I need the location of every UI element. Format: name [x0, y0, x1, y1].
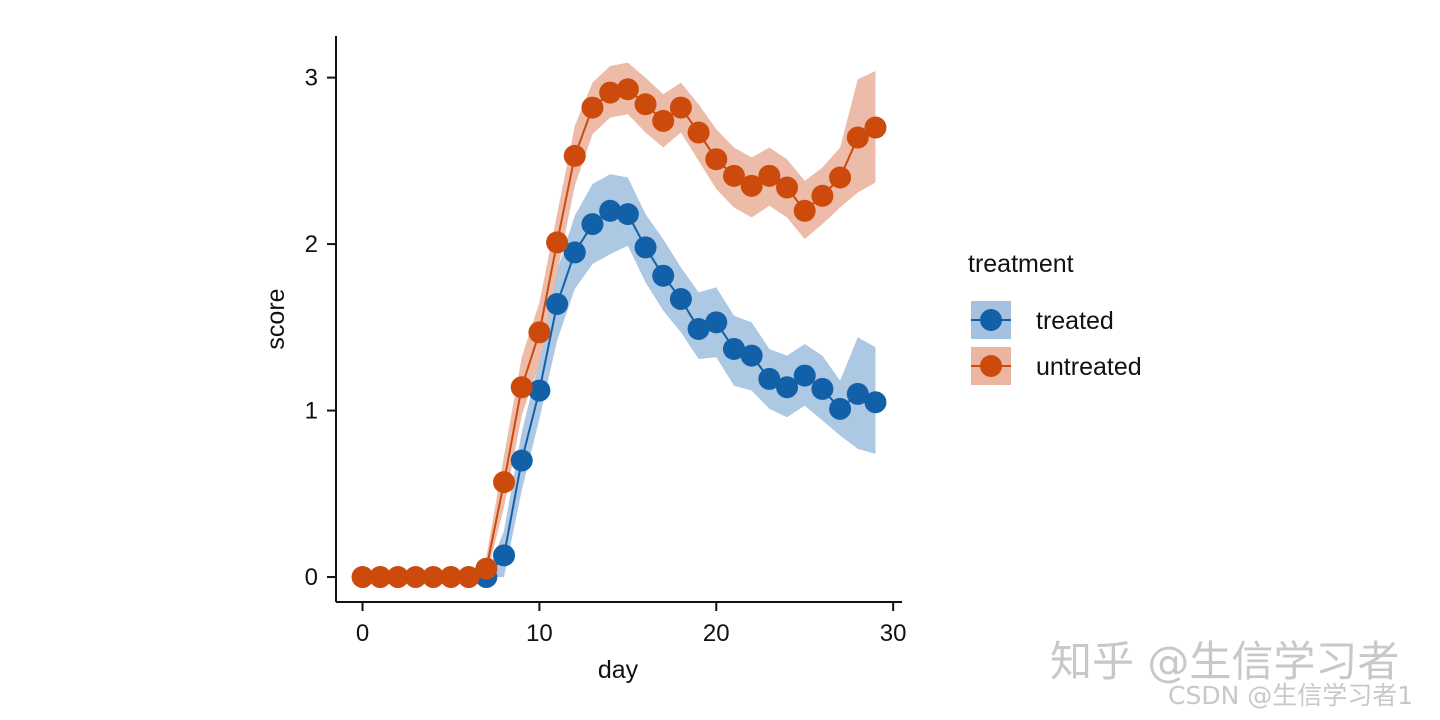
- point-treated: [563, 241, 586, 264]
- point-untreated: [422, 566, 445, 589]
- point-untreated: [369, 566, 392, 589]
- y-axis: 0 1 2 3: [305, 36, 337, 602]
- point-untreated: [758, 164, 781, 187]
- point-treated: [528, 379, 551, 402]
- legend-items: treated untreated: [971, 301, 1142, 385]
- point-untreated: [439, 566, 462, 589]
- point-untreated: [386, 566, 409, 589]
- legend-key-marker: [980, 309, 1002, 331]
- bands-layer: [362, 62, 876, 578]
- point-untreated: [457, 566, 480, 589]
- point-treated: [811, 377, 834, 400]
- point-treated: [669, 288, 692, 311]
- point-untreated: [811, 184, 834, 207]
- point-untreated: [581, 96, 604, 119]
- x-tick-label: 0: [356, 620, 369, 647]
- watermark-secondary: CSDN @生信学习者1: [1168, 681, 1413, 710]
- point-untreated: [793, 199, 816, 222]
- point-treated: [652, 264, 675, 287]
- y-tick-label: 1: [305, 398, 318, 425]
- band-treated: [486, 174, 876, 578]
- legend-item-treated: treated: [971, 301, 1114, 339]
- x-tick-label: 10: [526, 620, 553, 647]
- point-untreated: [829, 166, 852, 189]
- points-layer: [351, 78, 887, 589]
- watermark: 知乎 @生信学习者 CSDN @生信学习者1: [1050, 637, 1413, 710]
- point-treated: [705, 311, 728, 334]
- lines-layer: [362, 88, 876, 579]
- x-axis: 0 10 20 30: [336, 601, 907, 647]
- point-untreated: [652, 109, 675, 132]
- point-treated: [758, 367, 781, 390]
- y-axis-title: score: [262, 288, 290, 349]
- point-untreated: [634, 93, 657, 116]
- point-untreated: [493, 471, 516, 494]
- point-treated: [687, 317, 710, 340]
- point-untreated: [599, 81, 622, 104]
- point-treated: [510, 449, 533, 472]
- point-untreated: [669, 96, 692, 119]
- point-untreated: [705, 148, 728, 171]
- y-tick-label: 2: [305, 231, 318, 258]
- point-untreated: [722, 164, 745, 187]
- point-untreated: [776, 176, 799, 199]
- point-untreated: [546, 231, 569, 254]
- y-tick-label: 3: [305, 65, 318, 92]
- point-treated: [493, 544, 516, 567]
- legend-label: treated: [1036, 307, 1114, 335]
- point-untreated: [740, 174, 763, 197]
- point-treated: [864, 391, 887, 414]
- legend-item-untreated: untreated: [971, 347, 1142, 385]
- x-tick-label: 30: [880, 620, 907, 647]
- legend-label: untreated: [1036, 353, 1142, 381]
- point-untreated: [846, 126, 869, 149]
- point-treated: [722, 337, 745, 360]
- point-untreated: [510, 376, 533, 399]
- band-untreated: [362, 62, 876, 578]
- x-axis-title: day: [598, 656, 639, 684]
- legend: treatment treated untreated: [968, 250, 1142, 385]
- point-treated: [546, 293, 569, 316]
- point-untreated: [864, 116, 887, 139]
- point-treated: [616, 203, 639, 226]
- x-tick-label: 20: [703, 620, 730, 647]
- point-untreated: [404, 566, 427, 589]
- watermark-primary: 知乎 @生信学习者: [1050, 637, 1399, 686]
- y-tick-label: 0: [305, 564, 318, 591]
- point-treated: [829, 397, 852, 420]
- legend-title: treatment: [968, 250, 1074, 278]
- point-treated: [634, 236, 657, 259]
- line-untreated: [362, 88, 876, 579]
- point-untreated: [687, 121, 710, 144]
- point-untreated: [616, 78, 639, 101]
- point-treated: [846, 382, 869, 405]
- point-untreated: [528, 321, 551, 344]
- point-untreated: [475, 557, 498, 580]
- legend-key-marker: [980, 355, 1002, 377]
- point-treated: [793, 364, 816, 387]
- point-untreated: [563, 144, 586, 167]
- point-treated: [740, 344, 763, 367]
- point-untreated: [351, 566, 374, 589]
- point-treated: [776, 376, 799, 399]
- point-treated: [599, 199, 622, 222]
- point-treated: [581, 213, 604, 236]
